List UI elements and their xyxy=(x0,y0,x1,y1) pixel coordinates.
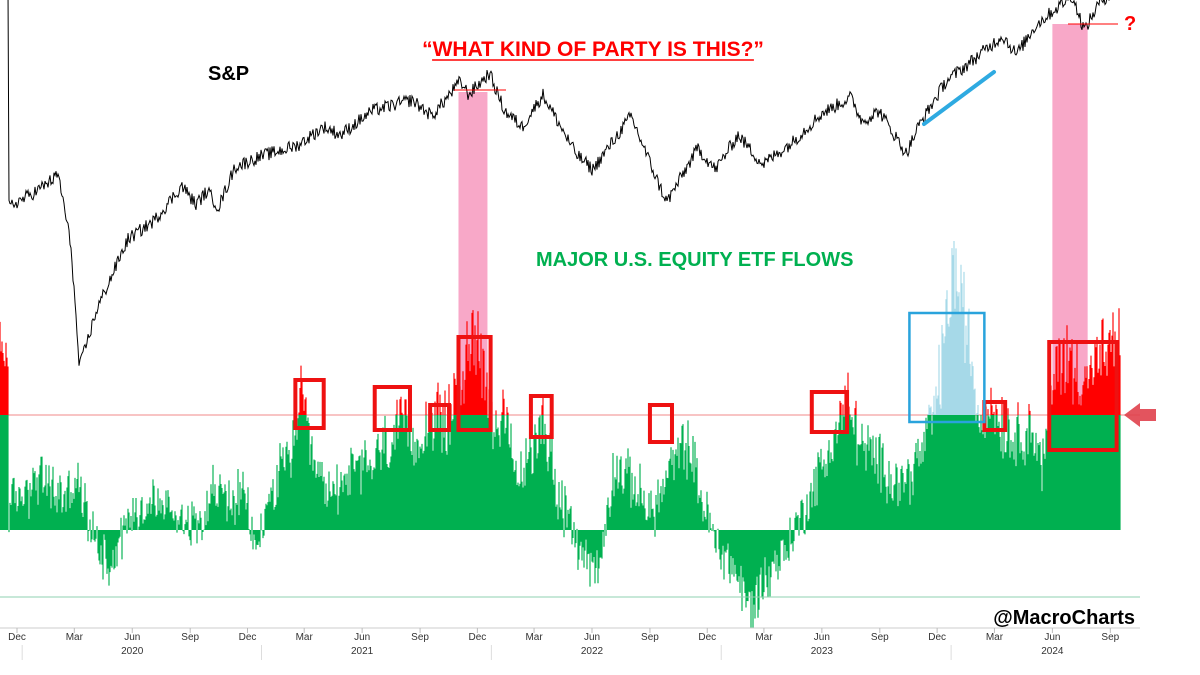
month-label: Mar xyxy=(755,632,773,643)
annotation-trendlines xyxy=(454,23,1118,126)
year-label: 2020 xyxy=(121,646,144,657)
arrow-shape xyxy=(1124,403,1156,427)
red-box-3 xyxy=(428,403,452,432)
month-label: Mar xyxy=(525,632,543,643)
etf-flows-area xyxy=(0,240,1121,628)
year-label: 2021 xyxy=(351,646,374,657)
sp-line-path xyxy=(7,0,1110,366)
month-label: Dec xyxy=(928,632,946,643)
month-label: Jun xyxy=(124,632,140,643)
month-label: Jun xyxy=(584,632,600,643)
flows-bars-above-threshold xyxy=(0,308,1121,415)
year-label: 2022 xyxy=(581,646,604,657)
flows-bars-highlighted xyxy=(927,240,979,415)
year-label: 2024 xyxy=(1041,646,1064,657)
sp-series-label: S&P xyxy=(208,63,249,85)
month-label: Jun xyxy=(1044,632,1060,643)
red-box-4 xyxy=(456,335,493,432)
month-label: Sep xyxy=(871,632,889,643)
month-label: Jun xyxy=(814,632,830,643)
month-label: Mar xyxy=(66,632,84,643)
highlight-boxes xyxy=(293,311,1119,452)
pink-highlight-bands xyxy=(458,24,1088,424)
month-label: Dec xyxy=(8,632,26,643)
month-label: Dec xyxy=(239,632,257,643)
year-label: 2023 xyxy=(811,646,834,657)
month-label: Sep xyxy=(181,632,199,643)
month-label: Dec xyxy=(468,632,486,643)
month-label: Dec xyxy=(698,632,716,643)
red-box-7 xyxy=(809,390,850,434)
x-axis: Dec Mar Jun Sep Dec Mar Jun Sep Dec Mar Jun Sep Dec M… xyxy=(0,627,1140,660)
red-box-9 xyxy=(1047,340,1119,452)
month-label: Mar xyxy=(296,632,314,643)
red-box-2 xyxy=(372,385,412,432)
month-label: Jun xyxy=(354,632,370,643)
red-box-5 xyxy=(528,394,554,439)
month-label: Mar xyxy=(986,632,1004,643)
question-mark-annotation: ? xyxy=(1124,13,1136,35)
flows-series-label: MAJOR U.S. EQUITY ETF FLOWS xyxy=(536,249,853,271)
sp-price-line xyxy=(7,0,1110,366)
month-label: Sep xyxy=(1101,632,1119,643)
current-level-arrow xyxy=(1124,403,1156,427)
flows-bars xyxy=(0,415,1121,628)
red-box-6 xyxy=(647,403,674,444)
chart-title: “WHAT KIND OF PARTY IS THIS?” xyxy=(422,38,764,61)
month-label: Sep xyxy=(641,632,659,643)
red-box-1 xyxy=(293,378,326,430)
author-credit: @MacroCharts xyxy=(993,607,1135,629)
blue-highlight-box xyxy=(908,311,986,424)
month-label: Sep xyxy=(411,632,429,643)
rally-trendline xyxy=(922,70,996,126)
